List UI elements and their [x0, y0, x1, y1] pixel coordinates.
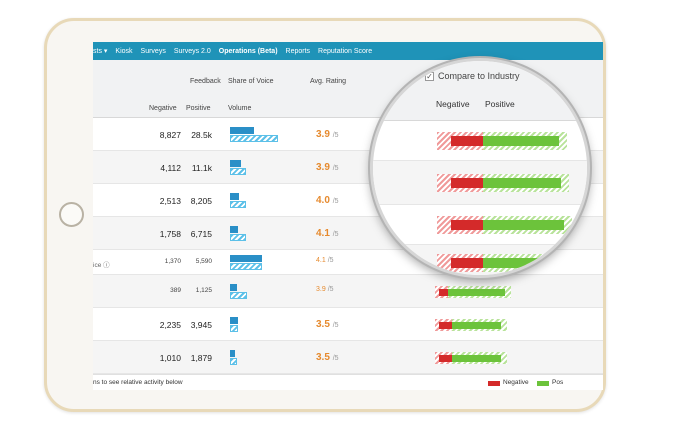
- nav-item[interactable]: Reports: [285, 47, 311, 55]
- share-of-voice-header: Share of Voice: [228, 78, 274, 85]
- negative-bar: [439, 289, 449, 296]
- positive-count: 5,590: [195, 258, 212, 265]
- negative-count: 4,112: [160, 163, 181, 173]
- nav-item[interactable]: Reputation Score: [318, 47, 373, 55]
- avg-rating: 3.9 /5: [316, 129, 339, 140]
- magnifier-positive-bar: [483, 136, 559, 146]
- magnifier-header: ✓ Compare to Industry Negative Positive: [373, 61, 587, 121]
- positive-bar: [448, 289, 505, 296]
- positive-count: 1,125: [195, 287, 212, 294]
- magnifier-positive-bar: [483, 178, 562, 188]
- negative-count: 8,827: [159, 130, 181, 140]
- avg-rating: 3.9 /5: [316, 286, 334, 293]
- magnifier-positive-bar: [483, 220, 564, 230]
- footer-hint: ns to see relative activity below: [93, 379, 183, 386]
- negative-count: 1,758: [159, 229, 181, 239]
- volume-bar: [230, 127, 254, 134]
- magnifier-row: [373, 121, 587, 161]
- avg-rating: 4.1 /5: [316, 228, 339, 239]
- top-nav: sts ▾ Kiosk Surveys Surveys 2.0 Operations (…: [93, 42, 603, 60]
- positive-count: 3,945: [190, 320, 212, 330]
- rating-denominator: /5: [327, 257, 334, 264]
- nav-item[interactable]: Operations (Beta): [218, 47, 278, 55]
- volume-bar: [230, 160, 241, 167]
- rating-denominator: /5: [332, 355, 339, 362]
- footer-bar: ns to see relative activity below Negati…: [93, 374, 603, 390]
- positive-count: 28.5k: [191, 130, 212, 140]
- compare-industry-label: Compare to Industry: [438, 71, 520, 81]
- positive-bar: [451, 355, 501, 362]
- industry-volume-bar: [230, 358, 237, 365]
- avg-rating: 3.5 /5: [316, 352, 339, 363]
- compare-industry-checkbox[interactable]: ✓: [425, 72, 434, 81]
- negative-count: 1,010: [159, 353, 181, 363]
- table-row: 2,235 3,945 3.5 /5: [93, 308, 603, 341]
- positive-header: Positive: [186, 105, 211, 112]
- avg-rating: 3.5 /5: [316, 319, 339, 330]
- magnifier-positive-header: Positive: [485, 99, 515, 109]
- magnifier-positive-bar: [483, 258, 569, 268]
- table-row: 389 1,125 3.9 /5: [93, 275, 603, 308]
- avg-rating: 3.9 /5: [316, 162, 339, 173]
- volume-bar: [230, 193, 239, 200]
- magnifier-row: [373, 205, 587, 245]
- magnifier-negative-bar: [451, 220, 483, 230]
- negative-count: 1,370: [164, 258, 181, 265]
- legend-negative-swatch: [488, 381, 500, 386]
- rating-denominator: /5: [332, 165, 339, 172]
- industry-volume-bar: [230, 292, 248, 299]
- nav-item[interactable]: Surveys 2.0: [173, 47, 211, 55]
- avg-rating: 4.0 /5: [316, 195, 339, 206]
- industry-volume-bar: [230, 168, 247, 175]
- volume-bar: [230, 226, 238, 233]
- positive-count: 11.1k: [191, 163, 212, 173]
- volume-bar: [230, 284, 237, 291]
- nav-item[interactable]: Surveys: [140, 47, 166, 55]
- magnifier-row: [373, 161, 587, 205]
- legend-negative-label: Negative: [503, 379, 529, 386]
- legend-positive-swatch: [537, 381, 549, 386]
- volume-bar: [230, 317, 238, 324]
- volume-header: Volume: [228, 105, 252, 112]
- industry-volume-bar: [230, 135, 278, 142]
- table-row: 1,010 1,879 3.5 /5: [93, 341, 603, 374]
- industry-volume-bar: [230, 325, 238, 332]
- nav-item[interactable]: Kiosk: [115, 47, 133, 55]
- rating-denominator: /5: [332, 132, 339, 139]
- legend-positive-label: Pos: [552, 379, 564, 386]
- positive-count: 6,715: [190, 229, 212, 239]
- positive-count: 8,205: [190, 196, 212, 206]
- magnifier-negative-bar: [451, 136, 483, 146]
- negative-bar: [439, 322, 452, 329]
- rating-denominator: /5: [332, 322, 339, 329]
- magnifier-lens: ✓ Compare to Industry Negative Positive: [370, 58, 590, 278]
- negative-count: 389: [170, 287, 181, 294]
- industry-volume-bar: [230, 234, 247, 241]
- feedback-header: Feedback: [190, 78, 221, 85]
- magnifier-negative-header: Negative: [436, 99, 470, 109]
- avg-rating: 4.1 /5: [316, 257, 334, 264]
- positive-bar: [451, 322, 501, 329]
- industry-volume-bar: [230, 201, 247, 208]
- home-button[interactable]: [59, 202, 84, 227]
- magnifier-row: [373, 245, 587, 275]
- rating-denominator: /5: [332, 198, 339, 205]
- nav-item[interactable]: sts ▾: [93, 48, 108, 55]
- negative-bar: [439, 355, 452, 362]
- rating-denominator: /5: [332, 231, 339, 238]
- volume-bar: [230, 255, 262, 262]
- avg-rating-header: Avg. Rating: [310, 78, 347, 85]
- negative-header: Negative: [149, 105, 177, 112]
- negative-count: 2,513: [159, 196, 181, 206]
- volume-bar: [230, 350, 235, 357]
- positive-count: 1,879: [190, 353, 212, 363]
- industry-volume-bar: [230, 263, 262, 270]
- magnifier-negative-bar: [451, 258, 483, 268]
- magnifier-negative-bar: [451, 178, 483, 188]
- negative-count: 2,235: [159, 320, 181, 330]
- rating-denominator: /5: [327, 286, 334, 293]
- row-label: ice ⓘ: [93, 262, 110, 269]
